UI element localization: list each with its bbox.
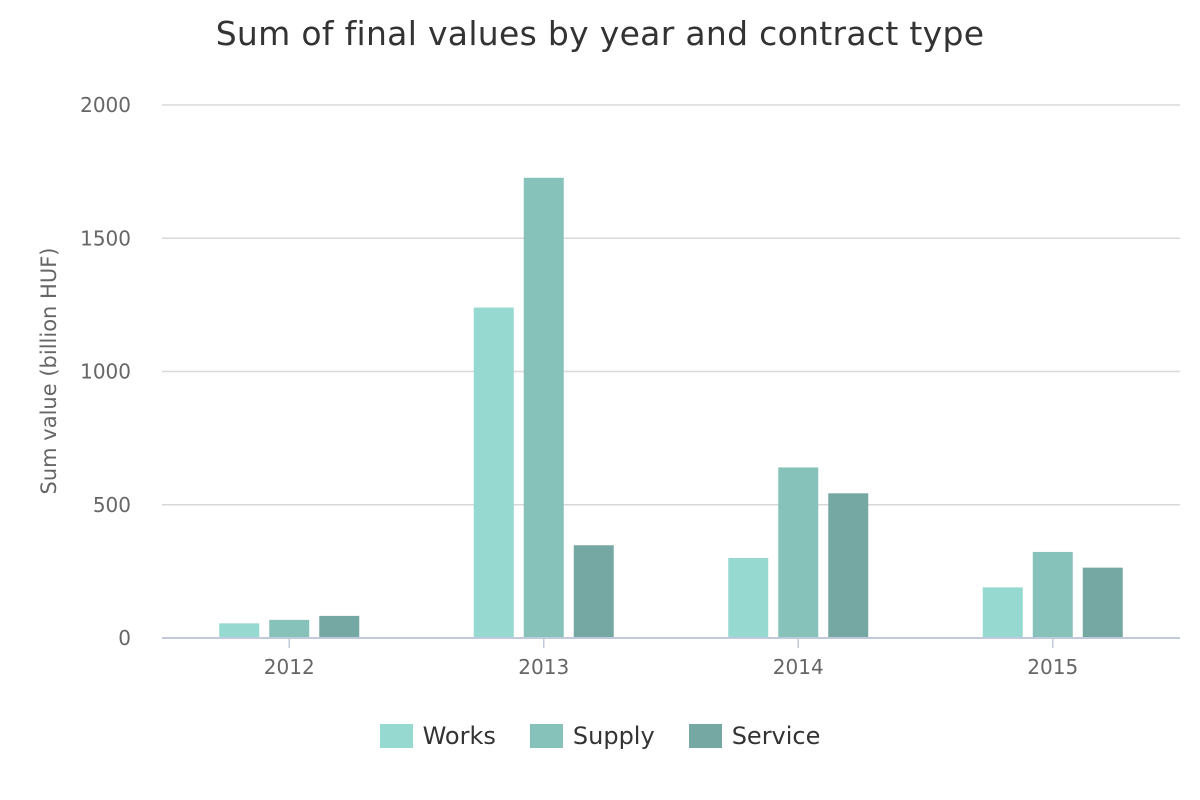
x-tick-label: 2014 bbox=[773, 655, 824, 679]
legend-label: Service bbox=[731, 722, 821, 750]
y-tick-label: 0 bbox=[118, 626, 131, 650]
legend-swatch bbox=[688, 724, 722, 748]
gridlines bbox=[162, 104, 1180, 506]
bar-works-2015[interactable] bbox=[982, 587, 1023, 638]
y-tick-label: 500 bbox=[93, 493, 131, 517]
bar-supply-2013[interactable] bbox=[523, 177, 564, 638]
bar-service-2013[interactable] bbox=[573, 545, 614, 638]
legend-item-works[interactable]: Works bbox=[379, 722, 496, 750]
bar-supply-2012[interactable] bbox=[269, 619, 310, 638]
bar-works-2012[interactable] bbox=[219, 623, 260, 638]
legend-item-supply[interactable]: Supply bbox=[529, 722, 655, 750]
legend-swatch bbox=[379, 724, 413, 748]
legend-label: Supply bbox=[572, 722, 655, 750]
x-tick-label: 2015 bbox=[1027, 655, 1078, 679]
y-tick-label: 2000 bbox=[80, 93, 131, 117]
bar-supply-2014[interactable] bbox=[778, 467, 819, 638]
bar-works-2014[interactable] bbox=[728, 558, 769, 638]
bars bbox=[219, 177, 1123, 638]
bar-service-2015[interactable] bbox=[1082, 567, 1123, 638]
bar-supply-2015[interactable] bbox=[1032, 551, 1073, 638]
x-tick-label: 2012 bbox=[264, 655, 315, 679]
bar-service-2012[interactable] bbox=[319, 615, 360, 638]
y-axis-label: Sum value (billion HUF) bbox=[37, 248, 61, 495]
bar-works-2013[interactable] bbox=[473, 307, 514, 638]
x-tick-label: 2013 bbox=[518, 655, 569, 679]
chart-title: Sum of final values by year and contract… bbox=[215, 14, 985, 53]
legend-swatch bbox=[529, 724, 563, 748]
bar-service-2014[interactable] bbox=[828, 493, 869, 638]
y-tick-label: 1500 bbox=[80, 226, 131, 250]
chart-legend: Works Supply Service bbox=[0, 722, 1200, 750]
y-tick-label: 1000 bbox=[80, 360, 131, 384]
legend-label: Works bbox=[422, 722, 496, 750]
axes: 0 500 1000 1500 2000 2012 2013 2014 2015 bbox=[80, 93, 1180, 679]
legend-item-service[interactable]: Service bbox=[688, 722, 821, 750]
